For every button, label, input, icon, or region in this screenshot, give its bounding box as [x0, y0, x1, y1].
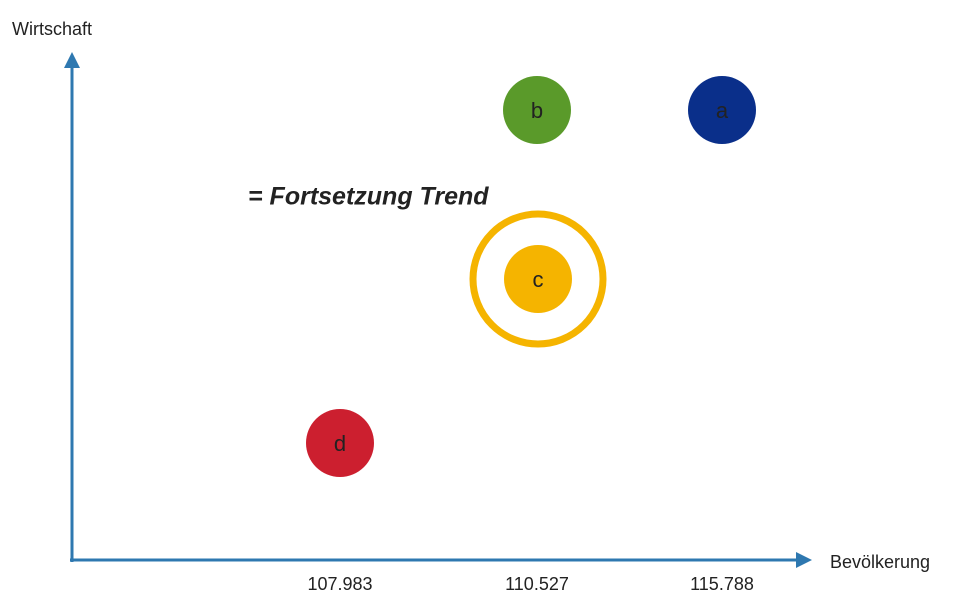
x-arrow: [796, 552, 812, 568]
annotation: = Fortsetzung Trend: [248, 183, 489, 211]
node-circle: [306, 409, 374, 477]
node-circle: [688, 76, 756, 144]
x-label: 107.983: [307, 574, 372, 594]
node-label: d: [334, 431, 346, 456]
node-circle: [503, 76, 571, 144]
node-circle: [504, 245, 572, 313]
node-label: a: [716, 98, 729, 123]
highlight-ring: [469, 210, 607, 348]
x-axis-label: Bevölkerung: [830, 552, 930, 572]
y-axis-label: Wirtschaft: [12, 19, 92, 39]
node-label: b: [531, 98, 543, 123]
node-label: c: [533, 267, 544, 292]
x-label: 110.527: [505, 574, 569, 594]
y-arrow: [64, 52, 80, 68]
x-label: 115.788: [690, 574, 754, 594]
